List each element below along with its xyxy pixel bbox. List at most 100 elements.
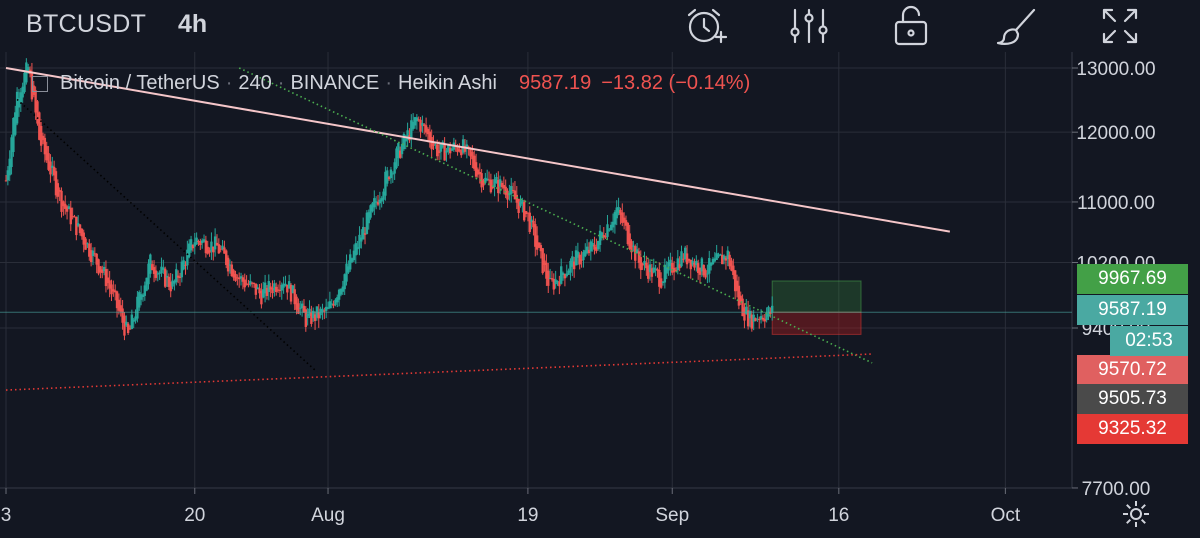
candle-body [765, 313, 768, 321]
lock-icon[interactable] [890, 4, 934, 48]
candle-body [86, 243, 89, 245]
candle-body [684, 247, 687, 260]
candle-body [678, 264, 681, 269]
bar-countdown: 02:53 [1110, 326, 1188, 356]
candle-body [39, 126, 43, 146]
candle-body [117, 299, 121, 311]
candle-body [352, 250, 356, 261]
x-tick-label: 16 [828, 505, 849, 526]
candle-body [484, 177, 487, 183]
candle-body [291, 285, 295, 294]
x-tick-label: 20 [184, 505, 205, 526]
drawing-brush-icon[interactable] [994, 4, 1038, 48]
candle-body [482, 180, 485, 186]
candle-body [354, 243, 357, 256]
candle-body [609, 224, 613, 231]
candle-body [193, 242, 196, 247]
candle-body [141, 294, 145, 297]
candle-body [524, 211, 528, 215]
candle-body [306, 313, 309, 319]
candle-body [247, 283, 250, 286]
candle-body [341, 286, 345, 292]
candle-body [43, 137, 47, 155]
alarm-add-icon[interactable] [684, 4, 728, 48]
candle-body [21, 86, 24, 98]
price-label: 9505.73 [1077, 384, 1188, 414]
indicators-icon[interactable] [787, 4, 831, 48]
candle-body [337, 289, 341, 300]
candle-body [310, 312, 313, 324]
candle-body [571, 256, 574, 267]
candle-body [419, 119, 422, 132]
candle-body [493, 179, 496, 188]
candle-body [543, 260, 546, 266]
candle-body [604, 236, 607, 238]
candle-body [619, 209, 622, 215]
x-tick-label: 3 [1, 505, 12, 526]
top-toolbar: BTCUSDT 4h [0, 0, 1200, 52]
candle-body [489, 179, 493, 193]
candle-body [417, 119, 420, 121]
candle-body [769, 311, 772, 314]
candle-body [367, 212, 370, 224]
candle-body [186, 249, 189, 266]
candle-body [608, 229, 611, 231]
candle-body [197, 241, 200, 243]
candle-body [411, 121, 415, 129]
candle-body [123, 315, 126, 336]
candle-body [95, 253, 98, 265]
candle-body [391, 173, 394, 175]
candle-body [726, 250, 729, 260]
candle-body [613, 212, 617, 225]
candle-body [239, 276, 243, 279]
candle-body [698, 267, 702, 275]
candle-body [735, 280, 739, 291]
candle-body [528, 212, 531, 233]
candle-body [260, 290, 263, 305]
candle-body [14, 112, 17, 135]
price-chart[interactable]: 13000.0012000.0011000.0010200.009400.007… [0, 52, 1200, 538]
candle-body [534, 224, 537, 247]
candle-body [443, 144, 446, 161]
fullscreen-icon[interactable] [1098, 4, 1142, 48]
candle-body [130, 314, 134, 329]
candle-body [373, 198, 376, 208]
candle-body [502, 185, 506, 189]
candle-body [432, 143, 435, 146]
candle-body [569, 260, 572, 273]
candle-body [695, 261, 698, 266]
gear-icon[interactable] [1120, 498, 1152, 530]
candle-body [487, 179, 491, 181]
symbol-name[interactable]: BTCUSDT [26, 10, 147, 38]
candle-body [280, 284, 283, 291]
candle-body [323, 310, 326, 312]
candle-body [746, 310, 750, 327]
candle-body [389, 169, 393, 179]
candle-body [476, 169, 480, 175]
candle-body [269, 286, 272, 290]
candle-body [169, 281, 172, 292]
candle-body [537, 242, 541, 248]
interval-selector[interactable]: 4h [178, 10, 208, 38]
candle-body [49, 161, 52, 175]
legend-toggle-icon[interactable] [32, 75, 48, 92]
candle-body [115, 291, 119, 309]
candle-body [737, 285, 741, 306]
candle-body [497, 180, 500, 194]
candle-body [617, 207, 620, 213]
candle-body [750, 314, 754, 329]
candle-body [34, 90, 37, 113]
price-label: 9570.72 [1077, 355, 1188, 385]
candle-body [739, 295, 742, 302]
candle-body [591, 242, 594, 247]
candle-body [560, 266, 563, 284]
candle-body [713, 258, 717, 262]
chart-background [0, 52, 1200, 538]
candle-body [228, 264, 232, 266]
candle-body [741, 298, 744, 317]
candle-body [204, 240, 208, 254]
candle-body [521, 200, 524, 204]
candle-body [221, 245, 224, 250]
candle-body [400, 144, 404, 155]
candle-body [539, 245, 543, 252]
